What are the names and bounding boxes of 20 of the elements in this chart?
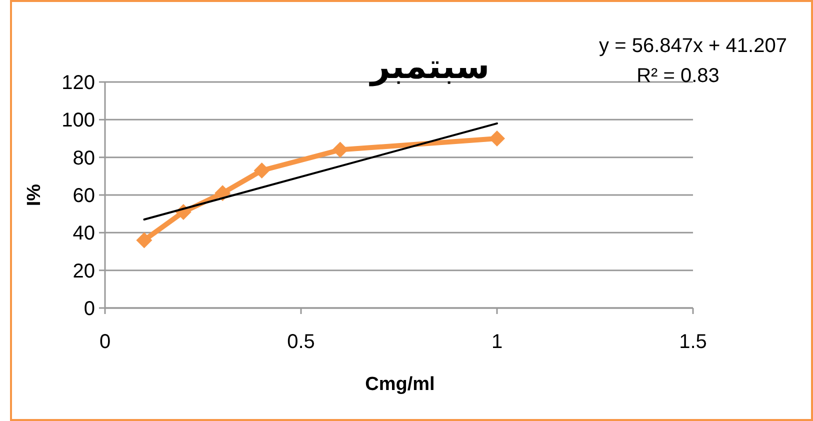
annotation: R² = 0.83 — [636, 65, 720, 87]
point — [254, 162, 270, 179]
x-tick-label: 1 — [491, 331, 503, 353]
y-tick-label: 40 — [72, 222, 95, 245]
y-axis-title: I% — [24, 184, 45, 206]
x-axis-title: Cmg/ml — [365, 374, 435, 395]
y-tick-label: 120 — [62, 72, 95, 94]
x-tick-label: 0 — [99, 331, 111, 353]
chart-title: سبتمبر — [368, 47, 490, 87]
y-tick-label: 60 — [72, 185, 95, 207]
y-tick-label: 80 — [72, 147, 95, 170]
y-tick-label: 100 — [62, 110, 95, 132]
y-tick-label: 0 — [84, 298, 95, 320]
x-tick-label: 0.5 — [287, 331, 315, 353]
y-tick-label: 20 — [72, 260, 95, 282]
text: y = 56.847x + 41.207 — [599, 35, 787, 57]
point — [332, 142, 348, 158]
point — [489, 130, 505, 146]
x-tick-label: 1.5 — [679, 331, 707, 353]
point — [136, 232, 152, 248]
